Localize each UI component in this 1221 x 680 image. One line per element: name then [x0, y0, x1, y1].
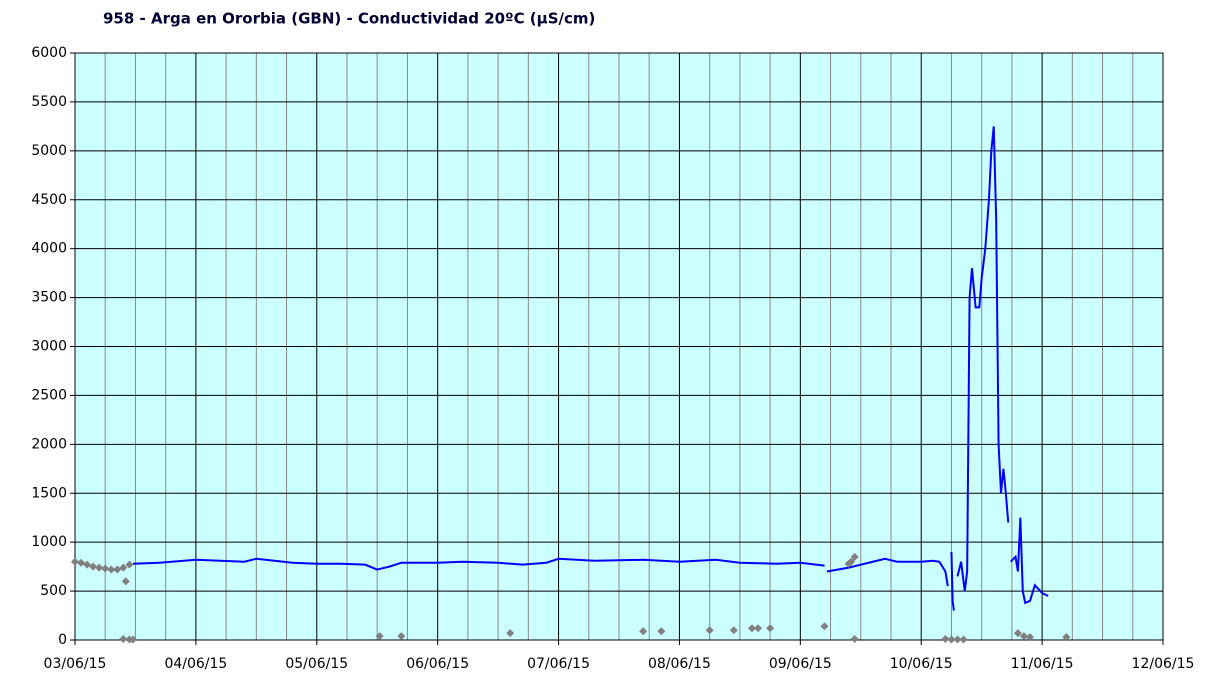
marker	[959, 635, 968, 644]
marker	[113, 565, 122, 574]
marker	[729, 626, 738, 635]
y-tick-label: 2500	[31, 387, 67, 403]
marker	[1013, 629, 1022, 638]
marker	[820, 622, 829, 631]
y-tick-label: 1000	[31, 534, 67, 550]
marker	[1019, 632, 1028, 641]
marker	[1062, 633, 1071, 642]
y-tick-label: 500	[40, 583, 67, 599]
marker	[71, 557, 79, 566]
marker	[705, 626, 714, 635]
x-tick-label: 05/06/15	[285, 656, 348, 672]
marker	[375, 632, 384, 641]
marker	[119, 635, 128, 644]
marker	[941, 635, 950, 644]
marker	[847, 557, 856, 566]
chart-title: 958 - Arga en Ororbia (GBN) - Conductivi…	[103, 10, 595, 28]
x-tick-label: 04/06/15	[164, 656, 227, 672]
y-tick-label: 3000	[31, 339, 67, 355]
marker	[766, 624, 775, 633]
marker	[121, 577, 130, 586]
x-tick-label: 03/06/15	[44, 656, 107, 672]
y-tick-label: 4500	[31, 192, 67, 208]
marker	[947, 635, 956, 644]
marker	[397, 632, 406, 641]
x-tick-label: 10/06/15	[890, 656, 953, 672]
marker	[95, 563, 104, 572]
y-tick-label: 5000	[31, 143, 67, 159]
marker	[953, 635, 962, 644]
y-tick-label: 1500	[31, 485, 67, 501]
plot-border	[74, 52, 1164, 641]
y-tick-label: 0	[58, 632, 67, 648]
marker	[850, 635, 859, 644]
x-tick-label: 06/06/15	[406, 656, 469, 672]
marker	[129, 635, 138, 644]
marker	[89, 562, 98, 571]
marker	[639, 627, 648, 636]
marker	[747, 624, 756, 633]
y-tick-label: 5500	[31, 94, 67, 110]
marker	[506, 629, 515, 638]
x-tick-label: 07/06/15	[527, 656, 590, 672]
x-tick-label: 12/06/15	[1132, 656, 1195, 672]
line	[132, 126, 1049, 611]
marker	[1026, 633, 1035, 642]
marker	[107, 565, 116, 574]
y-tick-label: 6000	[31, 45, 67, 61]
x-tick-label: 09/06/15	[769, 656, 832, 672]
marker	[77, 558, 86, 567]
marker	[850, 552, 859, 561]
x-tick-label: 08/06/15	[648, 656, 711, 672]
y-tick-label: 2000	[31, 436, 67, 452]
marker	[83, 560, 92, 569]
x-tick-label: 11/06/15	[1011, 656, 1074, 672]
y-tick-label: 4000	[31, 241, 67, 257]
y-tick-label: 3500	[31, 290, 67, 306]
marker	[657, 627, 666, 636]
marker	[125, 560, 134, 569]
marker	[101, 564, 110, 573]
marker	[119, 563, 128, 572]
marker	[754, 624, 763, 633]
